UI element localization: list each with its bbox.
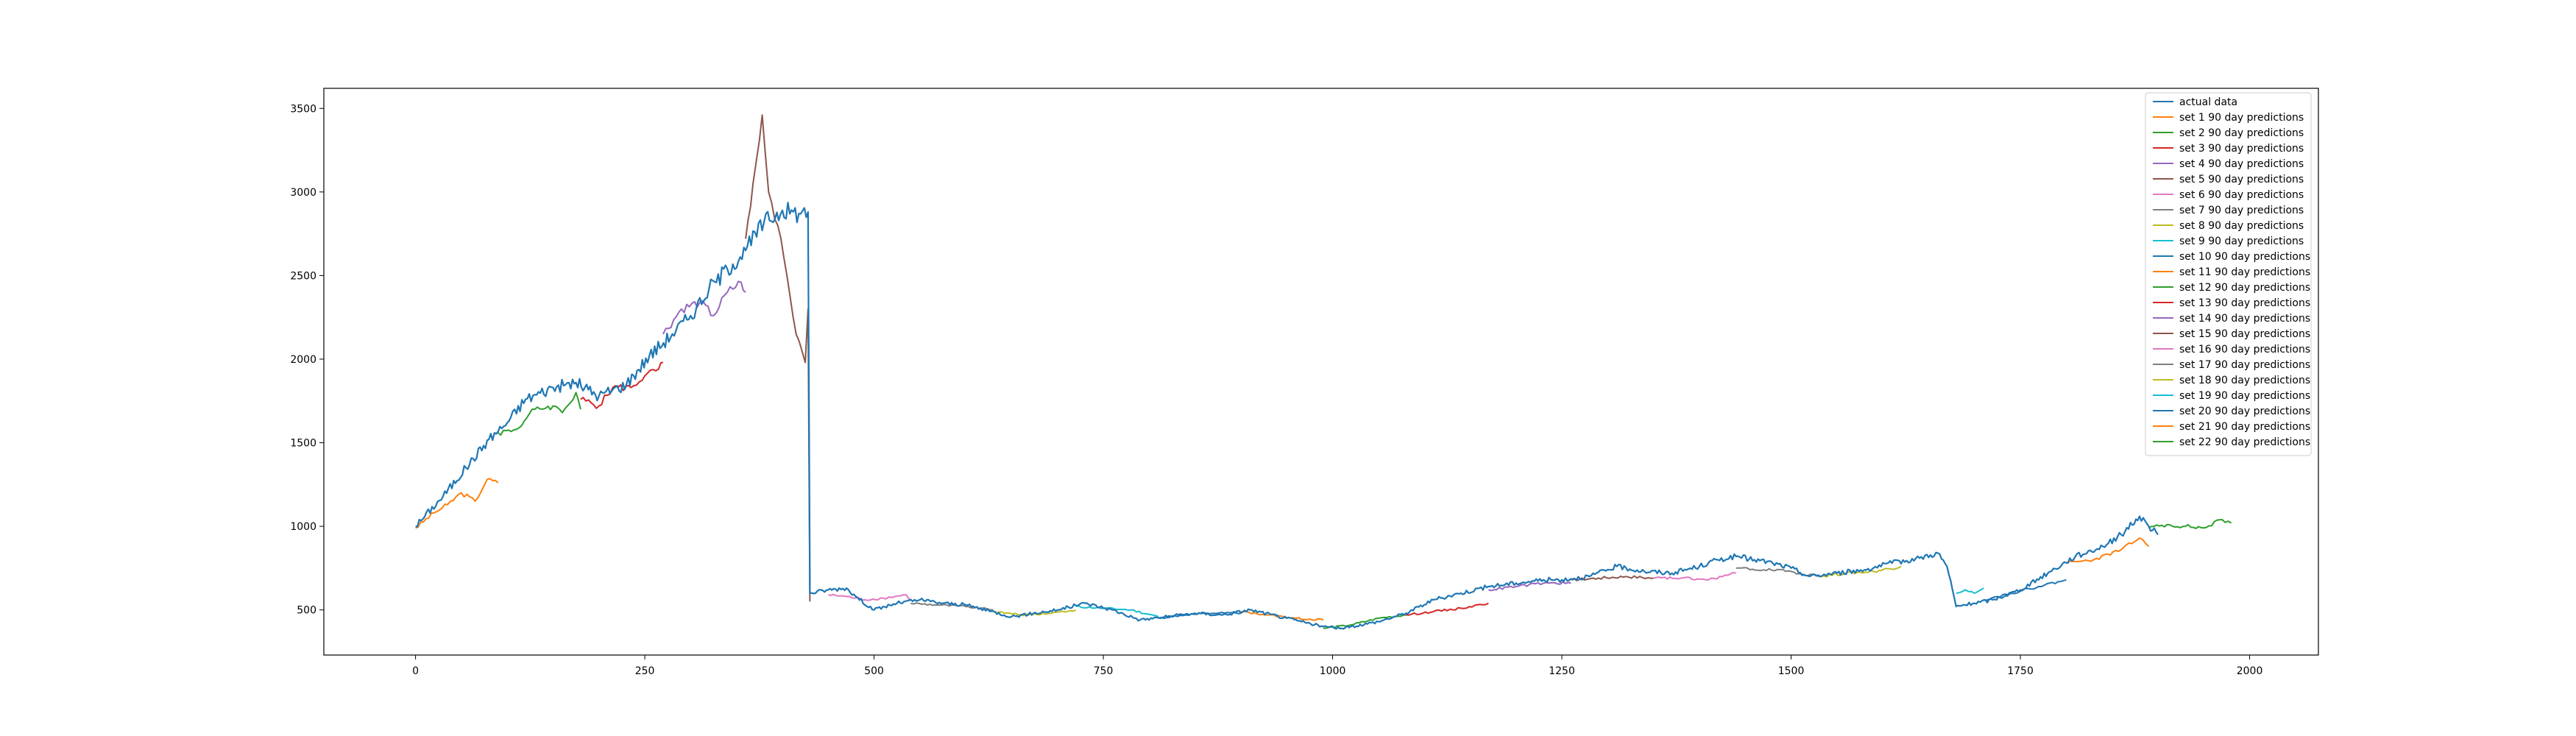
prediction-line-set-16	[1653, 571, 1737, 581]
x-tick-label: 1750	[2007, 665, 2034, 677]
prediction-line-set-21	[2065, 537, 2150, 564]
prediction-line-set-15	[1571, 575, 1654, 581]
legend-label: set 5 90 day predictions	[2179, 174, 2304, 185]
prediction-line-set-13	[1406, 602, 1489, 616]
prediction-line-set-18	[1818, 565, 1902, 578]
series-layer	[415, 114, 2232, 630]
prediction-line-set-8	[993, 609, 1077, 617]
prediction-line-set-9	[1075, 605, 1159, 618]
legend-label: set 1 90 day predictions	[2179, 112, 2304, 124]
prediction-line-set-1	[415, 478, 499, 529]
legend-label: set 14 90 day predictions	[2179, 313, 2310, 325]
y-tick-label: 2500	[290, 270, 316, 282]
x-tick-label: 1250	[1549, 665, 1575, 677]
y-tick-label: 1000	[290, 521, 316, 533]
prediction-line-set-19	[1956, 587, 1984, 594]
prediction-line-set-14	[1488, 581, 1571, 592]
legend-label: set 21 90 day predictions	[2179, 421, 2310, 433]
tick-layer: 0 250 500 750 1000 1250 1500 1750 2000 500 1000 150…	[290, 103, 2262, 677]
y-tick-label: 3000	[290, 187, 316, 199]
legend-label: set 11 90 day predictions	[2179, 266, 2310, 278]
y-tick-label: 1500	[290, 438, 316, 450]
legend-label: set 20 90 day predictions	[2179, 406, 2310, 417]
legend-label: set 13 90 day predictions	[2179, 297, 2310, 309]
plot-area	[324, 88, 2318, 655]
legend-label: set 8 90 day predictions	[2179, 220, 2304, 232]
prediction-line-set-5	[745, 114, 811, 602]
prediction-line-set-4	[662, 280, 746, 335]
prediction-line-set-2	[498, 392, 581, 436]
prediction-line-set-11	[1240, 610, 1324, 621]
legend-label: set 12 90 day predictions	[2179, 282, 2310, 294]
legend-label: set 19 90 day predictions	[2179, 390, 2310, 402]
x-tick-label: 750	[1094, 665, 1114, 677]
legend-label: set 2 90 day predictions	[2179, 127, 2304, 139]
prediction-line-set-6	[828, 593, 911, 601]
legend-label: actual data	[2179, 96, 2237, 108]
legend-label: set 9 90 day predictions	[2179, 236, 2304, 247]
legend-label: set 16 90 day predictions	[2179, 344, 2310, 355]
legend-label: set 3 90 day predictions	[2179, 143, 2304, 155]
prediction-line-set-22	[2148, 519, 2232, 529]
x-tick-label: 500	[864, 665, 884, 677]
legend-label: set 7 90 day predictions	[2179, 205, 2304, 216]
legend-box	[2145, 92, 2312, 456]
x-tick-label: 2000	[2237, 665, 2263, 677]
legend-label: set 22 90 day predictions	[2179, 436, 2310, 448]
actual-data-line	[415, 202, 2159, 630]
x-tick-label: 0	[412, 665, 419, 677]
y-tick-label: 3500	[290, 103, 316, 115]
legend-label: set 17 90 day predictions	[2179, 359, 2310, 371]
y-tick-label: 500	[297, 605, 316, 617]
y-tick-label: 2000	[290, 354, 316, 366]
x-tick-label: 250	[635, 665, 655, 677]
legend-label: set 15 90 day predictions	[2179, 328, 2310, 340]
legend-label: set 10 90 day predictions	[2179, 251, 2310, 263]
plot-frame	[323, 88, 2319, 656]
legend-label: set 18 90 day predictions	[2179, 375, 2310, 386]
legend: actual data set 1 90 day predictions set 2…	[2145, 92, 2312, 456]
legend-label: set 4 90 day predictions	[2179, 158, 2304, 170]
x-tick-label: 1000	[1320, 665, 1346, 677]
x-tick-label: 1500	[1778, 665, 1805, 677]
legend-label: set 6 90 day predictions	[2179, 189, 2304, 201]
